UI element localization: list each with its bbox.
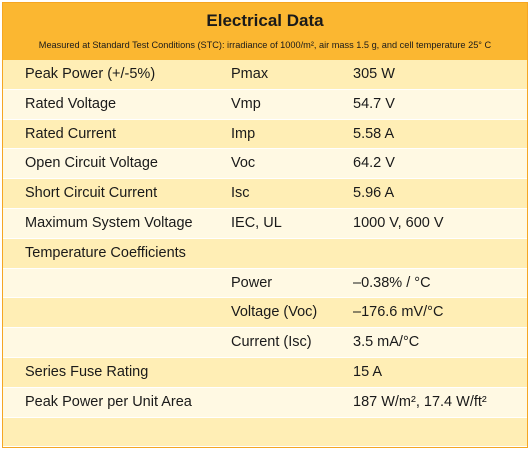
row-value: 187 W/m², 17.4 W/ft² (353, 393, 487, 410)
table-row: Rated Voltage Vmp 54.7 V (3, 89, 527, 120)
table-title: Electrical Data (206, 11, 324, 30)
row-label: Short Circuit Current (25, 185, 158, 202)
row-symbol: Pmax (231, 66, 269, 82)
row-value: –0.38% / °C (353, 274, 431, 291)
row-label: Peak Power (+/-5%) (25, 66, 156, 82)
table-row: Temperature Coefficients (3, 238, 527, 269)
row-value: 305 W (353, 66, 395, 82)
table-body: Peak Power (+/-5%) Pmax 305 W Rated Volt… (3, 60, 527, 448)
table-row: Series Fuse Rating 15 A (3, 357, 527, 388)
table-row: Power –0.38% / °C (3, 268, 527, 299)
row-value: 5.96 A (353, 185, 395, 202)
electrical-data-table: Electrical Data Measured at Standard Tes… (2, 2, 528, 448)
row-symbol: Vmp (231, 95, 261, 112)
row-value: 1000 V, 600 V (353, 214, 444, 231)
row-value: 15 A (353, 363, 383, 380)
row-symbol: Power (231, 274, 273, 291)
row-value: 54.7 V (353, 95, 395, 112)
row-value: –176.6 mV/°C (353, 304, 444, 321)
table-row: Maximum System Voltage IEC, UL 1000 V, 6… (3, 208, 527, 239)
row-symbol: Imp (231, 125, 256, 142)
row-symbol: IEC, UL (231, 214, 282, 231)
row-symbol: Isc (231, 185, 250, 202)
table-header: Electrical Data Measured at Standard Tes… (3, 3, 527, 60)
row-value: 5.58 A (353, 125, 395, 142)
table-row (3, 417, 527, 448)
row-label: Rated Voltage (25, 95, 117, 112)
table-row: Current (Isc) 3.5 mA/°C (3, 328, 527, 358)
row-label: Open Circuit Voltage (25, 155, 158, 172)
table-subtitle: Measured at Standard Test Conditions (ST… (38, 40, 492, 50)
row-symbol: Voltage (Voc) (231, 304, 318, 321)
table-row: Voltage (Voc) –176.6 mV/°C (3, 298, 527, 329)
row-label: Maximum System Voltage (25, 214, 193, 231)
table-row: Short Circuit Current Isc 5.96 A (3, 179, 527, 209)
row-symbol: Current (Isc) (231, 334, 312, 351)
row-label: Series Fuse Rating (25, 363, 149, 380)
row-label: Rated Current (25, 125, 117, 142)
table-row: Peak Power (+/-5%) Pmax 305 W (3, 60, 527, 90)
row-label: Peak Power per Unit Area (25, 393, 192, 410)
row-symbol: Voc (231, 155, 256, 172)
table-row: Rated Current Imp 5.58 A (3, 119, 527, 150)
table-row: Open Circuit Voltage Voc 64.2 V (3, 149, 527, 180)
table-row: Peak Power per Unit Area 187 W/m², 17.4 … (3, 387, 527, 418)
row-value: 3.5 mA/°C (353, 334, 420, 351)
row-value: 64.2 V (353, 155, 395, 172)
row-label: Temperature Coefficients (25, 244, 186, 261)
